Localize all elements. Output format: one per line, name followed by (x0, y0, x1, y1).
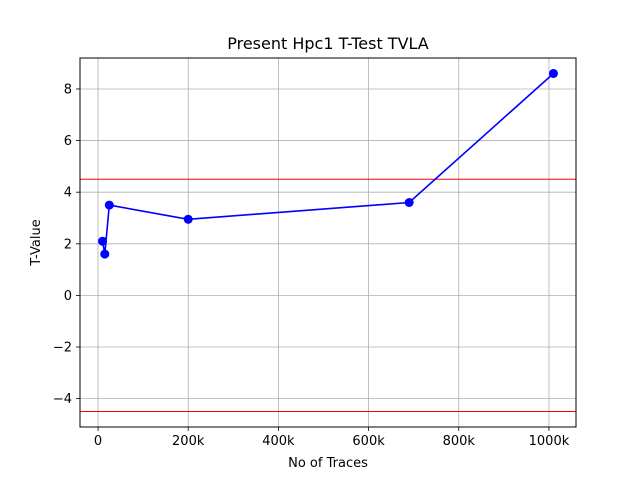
data-point (98, 236, 108, 246)
y-tick-label: 4 (64, 186, 72, 201)
x-tick-label: 0 (94, 434, 102, 449)
plot-frame (79, 57, 577, 428)
y-tick-label: 0 (64, 289, 72, 304)
chart-title: Present Hpc1 T-Test TVLA (227, 34, 429, 53)
data-point (100, 249, 110, 259)
x-tick-label: 1000k (529, 434, 570, 449)
y-tick-label: 2 (64, 237, 72, 252)
grid (80, 58, 576, 427)
y-tick-label: −2 (53, 341, 72, 356)
x-axis-label: No of Traces (288, 456, 368, 471)
x-tick-label: 800k (443, 434, 476, 449)
x-tick-label: 200k (172, 434, 205, 449)
x-tick-label: 400k (262, 434, 295, 449)
y-axis-ticks: −4 −2 0 2 4 6 8 (53, 82, 80, 407)
threshold-lines (80, 178, 576, 413)
data-point (183, 214, 193, 224)
data-point (548, 68, 558, 78)
y-tick-label: 6 (64, 134, 72, 149)
data-point (404, 198, 414, 208)
series-group (98, 68, 558, 259)
x-tick-label: 600k (352, 434, 385, 449)
data-point (104, 200, 114, 210)
x-axis-ticks: 0 200k 400k 600k 800k 1000k (94, 427, 570, 449)
y-tick-label: −4 (53, 392, 72, 407)
y-tick-label: 8 (64, 82, 72, 97)
y-axis-label: T-Value (29, 219, 44, 266)
